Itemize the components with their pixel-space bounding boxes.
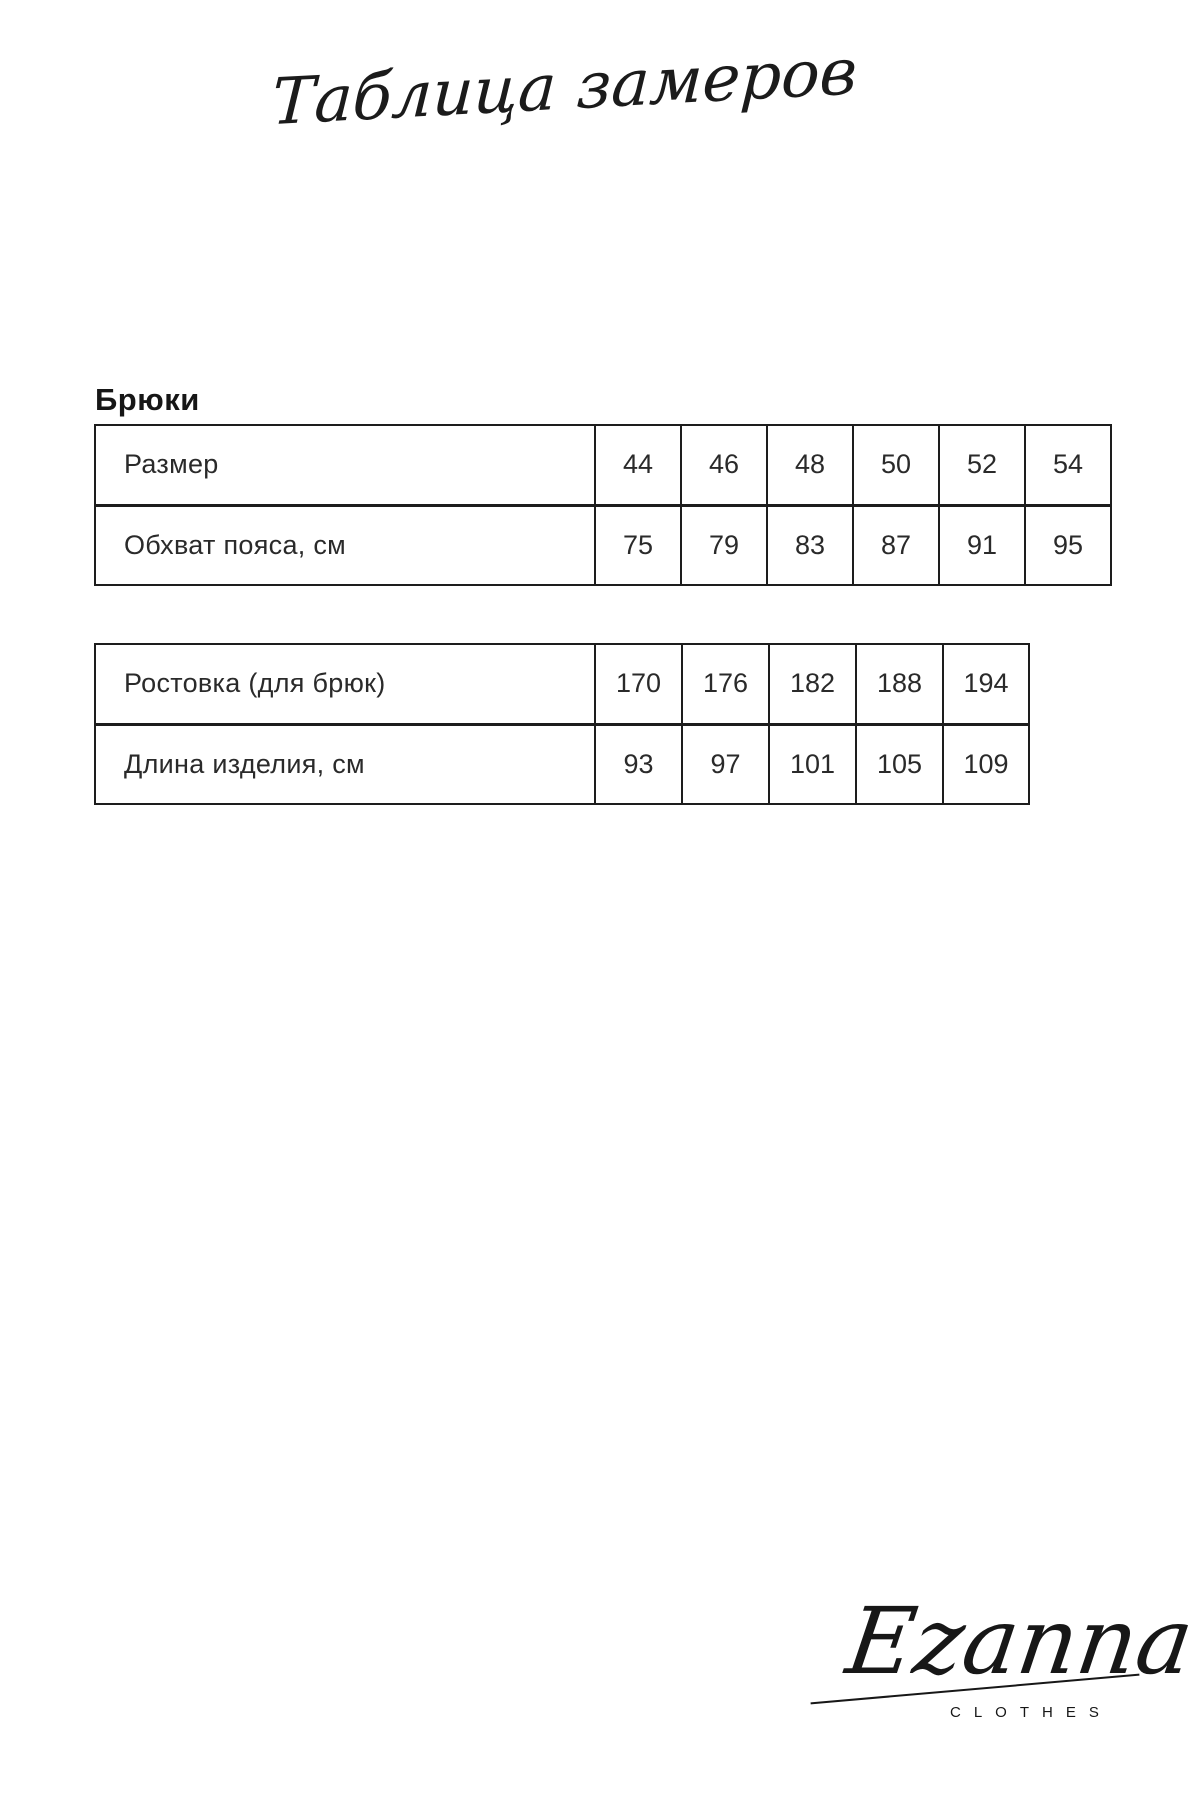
table-cell: 50 [852,424,940,507]
table-cell: 83 [766,504,854,586]
table-cell: 79 [680,504,768,586]
table-row-item-length: Длина изделия, см 93 97 101 105 109 [94,723,1030,805]
table-cell: 176 [681,643,770,726]
row-label: Размер [94,424,596,507]
table-cell: 97 [681,723,770,805]
brand-name-script: Ezanna [840,1588,1200,1695]
sizes-table: Размер 44 46 48 50 52 54 Обхват пояса, с… [94,424,1112,586]
table-cell: 46 [680,424,768,507]
table-cell: 48 [766,424,854,507]
table-cell: 182 [768,643,857,726]
page-title: Таблица замеров [270,35,859,141]
table-cell: 44 [594,424,682,507]
row-label: Длина изделия, см [94,723,596,805]
table-cell: 93 [594,723,683,805]
table-row-size: Размер 44 46 48 50 52 54 [94,424,1112,507]
table-cell: 194 [942,643,1030,726]
table-cell: 188 [855,643,944,726]
row-label: Обхват пояса, см [94,504,596,586]
brand-logo: Ezanna CLOTHES [810,1588,1199,1746]
brand-subtext: CLOTHES [950,1704,1112,1721]
row-label: Ростовка (для брюк) [94,643,596,726]
table-cell: 91 [938,504,1026,586]
table-cell: 87 [852,504,940,586]
table-cell: 54 [1024,424,1112,507]
table-row-waist: Обхват пояса, см 75 79 83 87 91 95 [94,504,1112,586]
table-cell: 105 [855,723,944,805]
table-cell: 75 [594,504,682,586]
table-cell: 101 [768,723,857,805]
length-table: Ростовка (для брюк) 170 176 182 188 194 … [94,643,1030,805]
table-cell: 95 [1024,504,1112,586]
table-cell: 170 [594,643,683,726]
table-row-height: Ростовка (для брюк) 170 176 182 188 194 [94,643,1030,726]
table-cell: 52 [938,424,1026,507]
table-cell: 109 [942,723,1030,805]
section-heading-trousers: Брюки [95,382,200,417]
